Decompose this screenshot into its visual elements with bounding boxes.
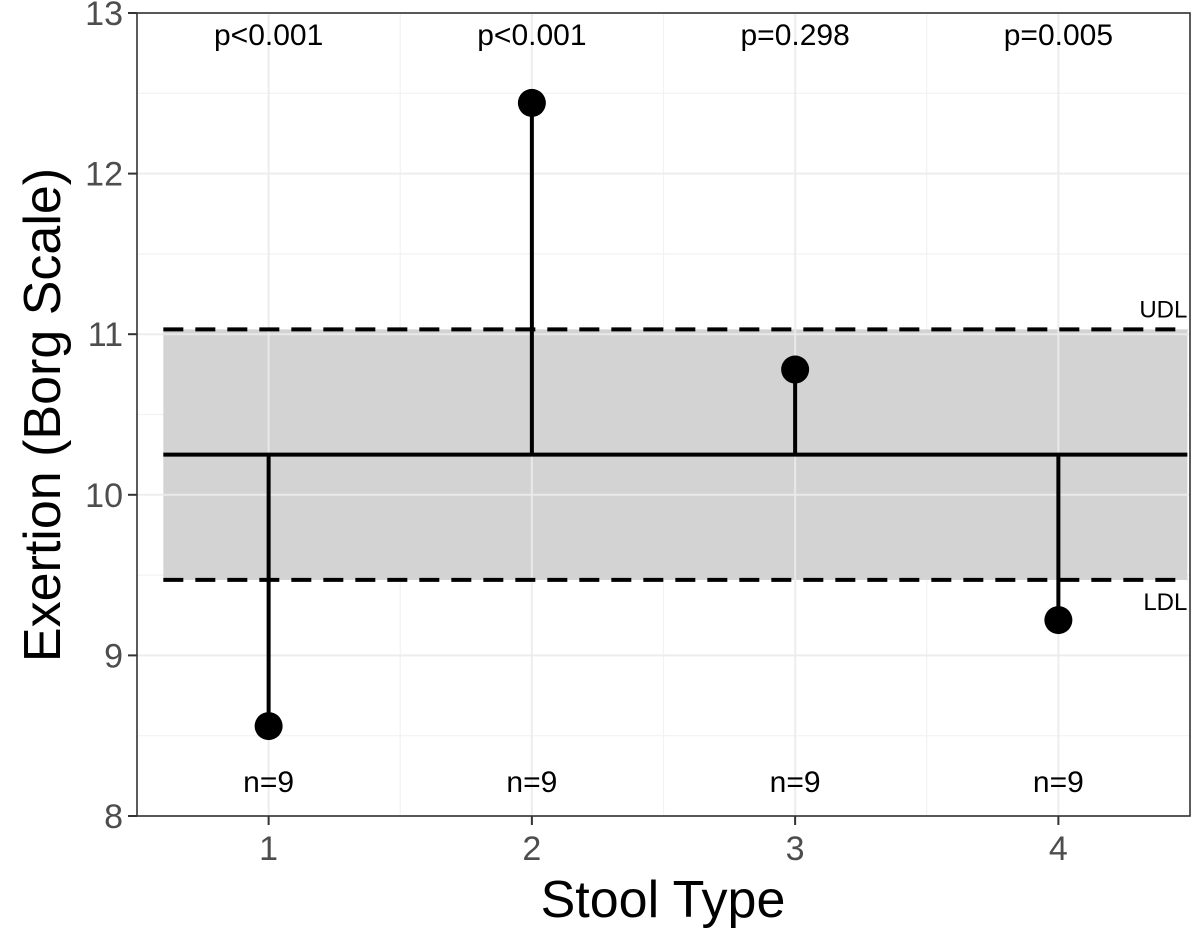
y-tick-label: 11 [88,316,123,354]
y-tick-label: 9 [104,637,123,675]
p-value-label: p=0.005 [1004,19,1113,52]
p-value-label: p<0.001 [214,19,323,52]
x-tick-label: 3 [786,830,805,868]
stems [266,102,1061,727]
n-count-label: n=9 [506,766,557,799]
data-points [254,88,1073,741]
p-value-label: p<0.001 [477,19,586,52]
n-count-label: n=9 [770,766,821,799]
upper-limit-label: UDL [1139,296,1187,323]
n-count-label: n=9 [1033,766,1084,799]
y-tick-label: 12 [85,156,123,194]
p-value-label: p=0.298 [740,19,849,52]
lower-limit-label: LDL [1143,589,1187,616]
data-point [254,712,283,741]
n-count-label: n=9 [243,766,294,799]
data-point [517,88,546,117]
data-point [781,355,810,384]
y-tick-label: 10 [85,477,123,515]
x-tick-label: 4 [1049,830,1068,868]
limit-lines [163,327,1188,582]
y-tick-label: 8 [104,798,123,836]
y-axis-title: Exertion (Borg Scale) [14,168,72,662]
x-tick-label: 1 [259,830,278,868]
x-tick-label: 2 [522,830,541,868]
y-tick-label: 13 [85,0,123,33]
annotations: UDL LDL p<0.001 n=9 p<0.001 n=9 p=0.298 n=9 p=0.… [214,19,1187,799]
plot-border [136,12,1191,817]
x-axis-title: Stool Type [541,871,786,929]
data-point [1044,606,1073,635]
